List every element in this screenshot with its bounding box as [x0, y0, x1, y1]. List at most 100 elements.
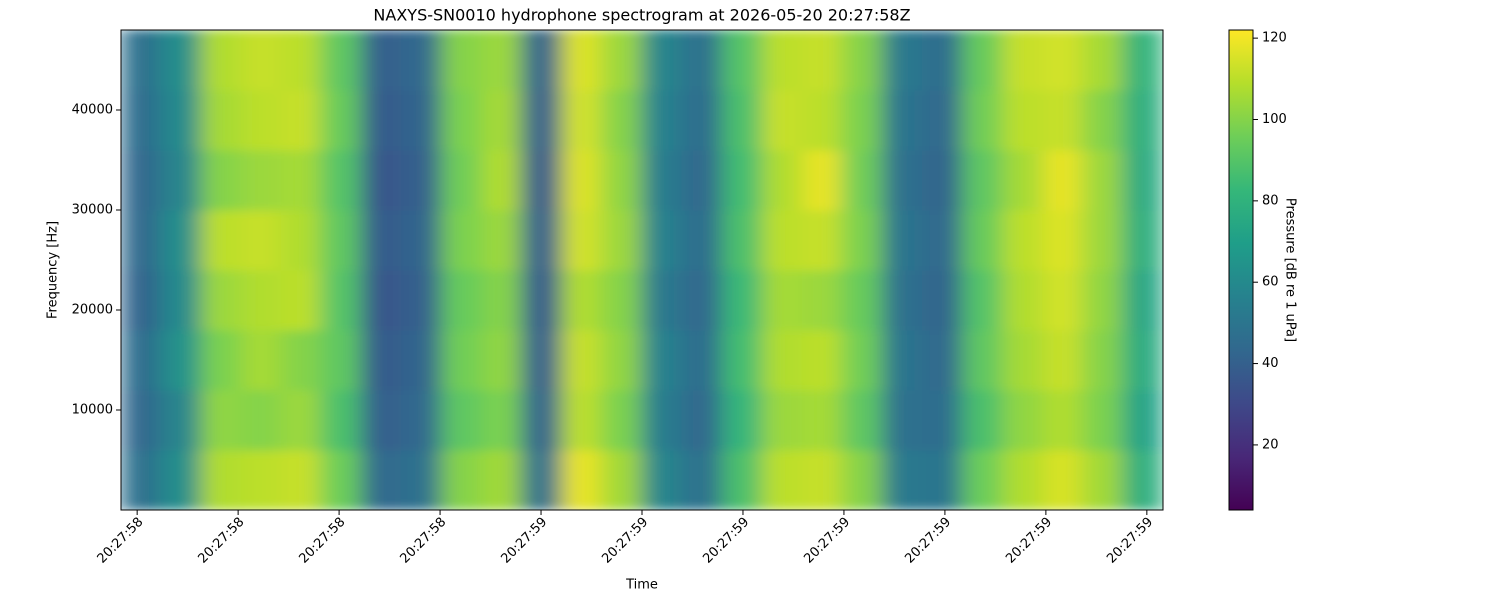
spectrogram-cell	[1122, 209, 1163, 271]
spectrogram-cell	[881, 329, 924, 391]
spectrogram-cell	[441, 30, 483, 91]
spectrogram-cell	[962, 30, 1004, 91]
spectrogram-cell	[561, 149, 603, 211]
spectrogram-cell	[401, 89, 443, 151]
spectrogram-cell	[601, 269, 643, 331]
spectrogram-cell	[561, 449, 603, 510]
spectrogram-cell	[1002, 269, 1044, 331]
spectrogram-cell	[641, 329, 683, 391]
x-tick-label: 20:27:58	[95, 515, 147, 567]
spectrogram-cell	[441, 149, 483, 211]
spectrogram-cell	[481, 449, 523, 510]
spectrogram-cell	[841, 149, 883, 211]
spectrogram-cell	[601, 89, 643, 151]
spectrogram-cell	[280, 89, 322, 151]
spectrogram-cell	[922, 389, 964, 451]
spectrogram-cell	[481, 209, 523, 271]
spectrogram-cell	[1122, 449, 1163, 510]
spectrogram-cell	[160, 269, 202, 331]
spectrogram-cell	[320, 269, 362, 331]
spectrogram-cell	[561, 209, 603, 271]
spectrogram-cell	[200, 329, 242, 391]
spectrogram-cell	[841, 269, 883, 331]
spectrogram-cell	[601, 149, 643, 211]
spectrogram-cell	[240, 389, 282, 451]
spectrogram-cell	[320, 449, 362, 510]
x-tick-label: 20:27:59	[801, 515, 853, 567]
spectrogram-cell	[841, 30, 883, 91]
x-tick-label: 20:27:59	[1104, 515, 1156, 567]
x-tick-label: 20:27:59	[700, 515, 752, 567]
spectrogram-cell	[721, 209, 763, 271]
spectrogram-cell	[1082, 89, 1124, 151]
spectrogram-cell	[360, 449, 403, 510]
spectrogram-cell	[240, 269, 282, 331]
spectrogram-cell	[681, 209, 723, 271]
spectrogram-cell	[841, 89, 883, 151]
spectrogram-cell	[1002, 209, 1044, 271]
spectrogram-cell	[922, 30, 964, 91]
spectrogram-cell	[401, 329, 443, 391]
spectrogram-cell	[801, 149, 843, 211]
colorbar-tick-label: 40	[1262, 356, 1279, 371]
spectrogram-cell	[1082, 209, 1124, 271]
spectrogram-cell	[200, 389, 242, 451]
spectrogram-cell	[280, 149, 322, 211]
spectrogram-cell	[481, 389, 523, 451]
spectrogram-cell	[401, 149, 443, 211]
colorbar	[1228, 29, 1254, 511]
spectrogram-cell	[761, 389, 803, 451]
spectrogram-cell	[801, 329, 843, 391]
spectrogram-cell	[601, 329, 643, 391]
spectrogram-cell	[200, 269, 242, 331]
spectrogram-cell	[121, 30, 162, 91]
spectrogram-cell	[761, 89, 803, 151]
spectrogram-cell	[641, 89, 683, 151]
x-tick-label: 20:27:59	[599, 515, 651, 567]
spectrogram-cell	[200, 449, 242, 510]
spectrogram-cell	[200, 30, 242, 91]
spectrogram-cell	[320, 30, 362, 91]
spectrogram-cell	[1082, 389, 1124, 451]
spectrogram-cell	[121, 449, 162, 510]
y-tick-label: 40000	[72, 103, 113, 118]
spectrogram-cell	[641, 149, 683, 211]
spectrogram-cell	[601, 209, 643, 271]
y-tick-label: 30000	[72, 203, 113, 218]
spectrogram-cell	[761, 209, 803, 271]
spectrogram-cell	[441, 329, 483, 391]
spectrogram-cell	[441, 449, 483, 510]
spectrogram-cell	[121, 389, 162, 451]
spectrogram-cell	[922, 149, 964, 211]
spectrogram-cell	[962, 89, 1004, 151]
spectrogram-cell	[761, 149, 803, 211]
chart-title: NAXYS-SN0010 hydrophone spectrogram at 2…	[373, 6, 910, 25]
spectrogram-cell	[481, 149, 523, 211]
spectrogram-cell	[641, 30, 683, 91]
spectrogram-cell	[1122, 89, 1163, 151]
spectrogram-cell	[962, 329, 1004, 391]
spectrogram-cell	[681, 269, 723, 331]
spectrogram-cell	[280, 449, 322, 510]
spectrogram-cell	[761, 329, 803, 391]
spectrogram-cell	[641, 269, 683, 331]
spectrogram-cell	[681, 30, 723, 91]
spectrogram-cell	[761, 269, 803, 331]
spectrogram-cell	[801, 209, 843, 271]
x-axis-label: Time	[625, 578, 658, 593]
spectrogram-cell	[761, 449, 803, 510]
spectrogram-cell	[561, 389, 603, 451]
spectrogram-cell	[801, 389, 843, 451]
spectrogram-cell	[1042, 389, 1084, 451]
spectrogram-cell	[1042, 449, 1084, 510]
spectrogram-cell	[441, 389, 483, 451]
spectrogram-cell	[401, 269, 443, 331]
spectrogram-cell	[441, 89, 483, 151]
spectrogram-cell	[601, 30, 643, 91]
colorbar-label: Pressure [dB re 1 uPa]	[1283, 198, 1298, 342]
spectrogram-cell	[1082, 329, 1124, 391]
spectrogram-cell	[521, 209, 563, 271]
spectrogram-cell	[721, 389, 763, 451]
colorbar-tick-label: 20	[1262, 437, 1279, 452]
